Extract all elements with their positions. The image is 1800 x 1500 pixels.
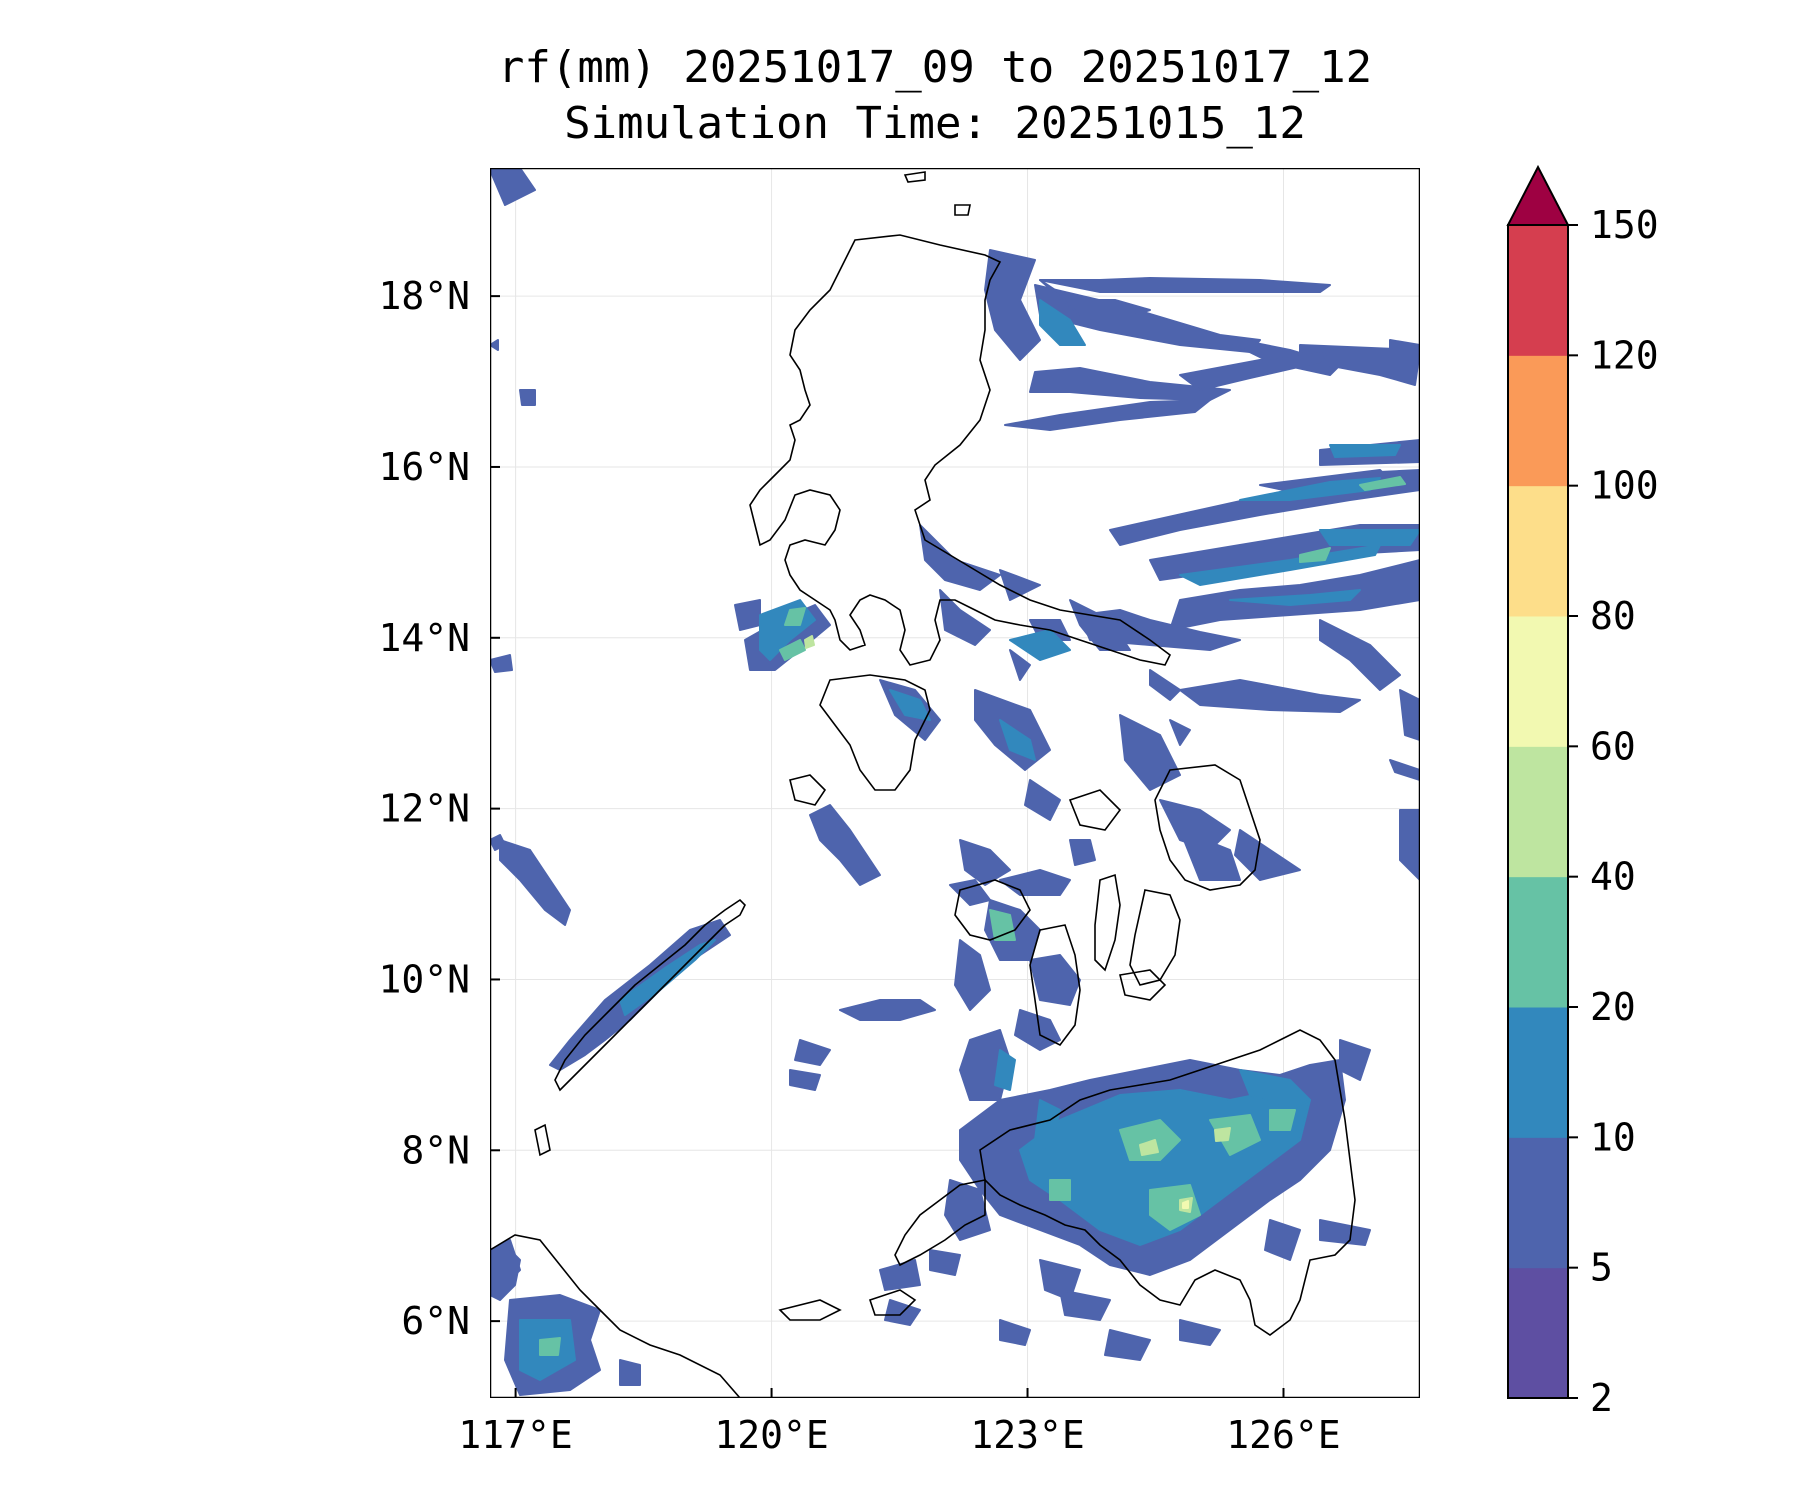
colorbar-extend-arrow (1506, 164, 1570, 226)
lon-tick-label: 126°E (1226, 1413, 1340, 1457)
lon-tick-label: 117°E (458, 1413, 572, 1457)
coastline-mindanao (979, 1029, 1356, 1336)
colorbar-label: 100 (1590, 464, 1659, 508)
lat-tick-label: 12°N (378, 787, 470, 831)
map-panel (490, 168, 1420, 1398)
lon-tick-label: 123°E (970, 1413, 1084, 1457)
coastline-borneo (490, 1234, 742, 1398)
lat-tick-label: 6°N (401, 1299, 470, 1343)
colorbar-segment (1508, 876, 1568, 1008)
coastline-zamboanga (894, 1179, 986, 1267)
colorbar-segment (1508, 225, 1568, 356)
latitude-ticks: 6°N 8°N 10°N 12°N 14°N 16°N 18°N (378, 274, 500, 1343)
colorbar: 2 5 10 20 40 60 80 100 120 150 (1506, 164, 1659, 1420)
coastline-bohol (1119, 969, 1167, 1001)
coastline-balabac (534, 1123, 551, 1157)
colorbar-segment (1508, 1267, 1568, 1399)
colorbar-label: 120 (1590, 333, 1659, 377)
lat-tick-label: 10°N (378, 957, 470, 1001)
rainfall-band-extreme (1182, 1200, 1189, 1209)
colorbar-segment (1508, 1007, 1568, 1138)
colorbar-label: 2 (1590, 1376, 1613, 1420)
rainfall-band-heavy (539, 476, 1406, 1356)
lat-tick-label: 16°N (378, 445, 470, 489)
chart-title-line-2: Simulation Time: 20251015_12 (564, 98, 1306, 149)
coastline-busuanga (789, 774, 827, 806)
longitude-ticks: 117°E 120°E 123°E 126°E (458, 1388, 1341, 1457)
coastline-mindoro (819, 674, 931, 791)
colorbar-segment (1508, 1137, 1568, 1269)
colorbar-label: 60 (1590, 724, 1636, 768)
lon-tick-label: 120°E (714, 1413, 828, 1457)
colorbar-frame (1507, 224, 1569, 1399)
colorbar-label: 20 (1590, 985, 1636, 1029)
colorbar-label: 5 (1590, 1246, 1613, 1290)
chart-title-line-1: rf(mm) 20251017_09 to 20251017_12 (497, 42, 1373, 93)
rainfall-band-very-heavy (804, 635, 1231, 1213)
coastline-panay (954, 879, 1031, 941)
lat-tick-label: 14°N (378, 616, 470, 660)
coastline-cebu (1094, 873, 1121, 972)
colorbar-label: 10 (1590, 1115, 1636, 1159)
coastline-islet-1 (903, 171, 926, 183)
coastline-luzon (749, 234, 1172, 666)
coastline-samar (1154, 764, 1261, 891)
coastline-sulu-islands (778, 1299, 842, 1321)
gridlines (490, 168, 1420, 1398)
colorbar-segment (1508, 746, 1568, 878)
coastlines (490, 171, 1356, 1398)
coastline-negros (1029, 924, 1081, 1047)
coastline-masbate (1068, 789, 1122, 831)
lat-tick-label: 18°N (378, 274, 470, 318)
colorbar-label: 150 (1590, 203, 1659, 247)
colorbar-segment (1508, 616, 1568, 747)
coastline-palawan (554, 898, 746, 1092)
coastline-islet-2 (954, 204, 971, 216)
colorbar-label: 80 (1590, 594, 1636, 638)
lat-tick-label: 8°N (401, 1128, 470, 1172)
colorbar-label: 40 (1590, 855, 1636, 899)
colorbar-segment (1508, 485, 1568, 617)
colorbar-segment (1508, 355, 1568, 487)
coastline-sulu (868, 1289, 917, 1316)
